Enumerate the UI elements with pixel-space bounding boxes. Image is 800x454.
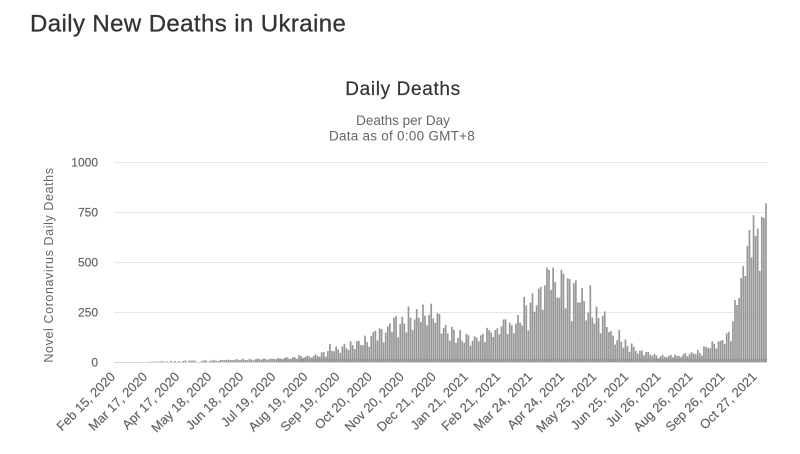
svg-text:Deaths per Day: Deaths per Day [356, 113, 450, 128]
svg-text:0: 0 [91, 356, 98, 370]
svg-text:1000: 1000 [71, 156, 98, 170]
svg-text:750: 750 [78, 206, 98, 220]
svg-text:Novel Coronavirus Daily Deaths: Novel Coronavirus Daily Deaths [42, 167, 56, 362]
svg-text:500: 500 [78, 256, 98, 270]
svg-text:Daily Deaths: Daily Deaths [345, 79, 461, 100]
svg-text:Daily New Deaths in Ukraine: Daily New Deaths in Ukraine [30, 11, 346, 38]
svg-text:Data as of 0:00 GMT+8: Data as of 0:00 GMT+8 [329, 129, 475, 144]
svg-text:250: 250 [78, 306, 98, 320]
